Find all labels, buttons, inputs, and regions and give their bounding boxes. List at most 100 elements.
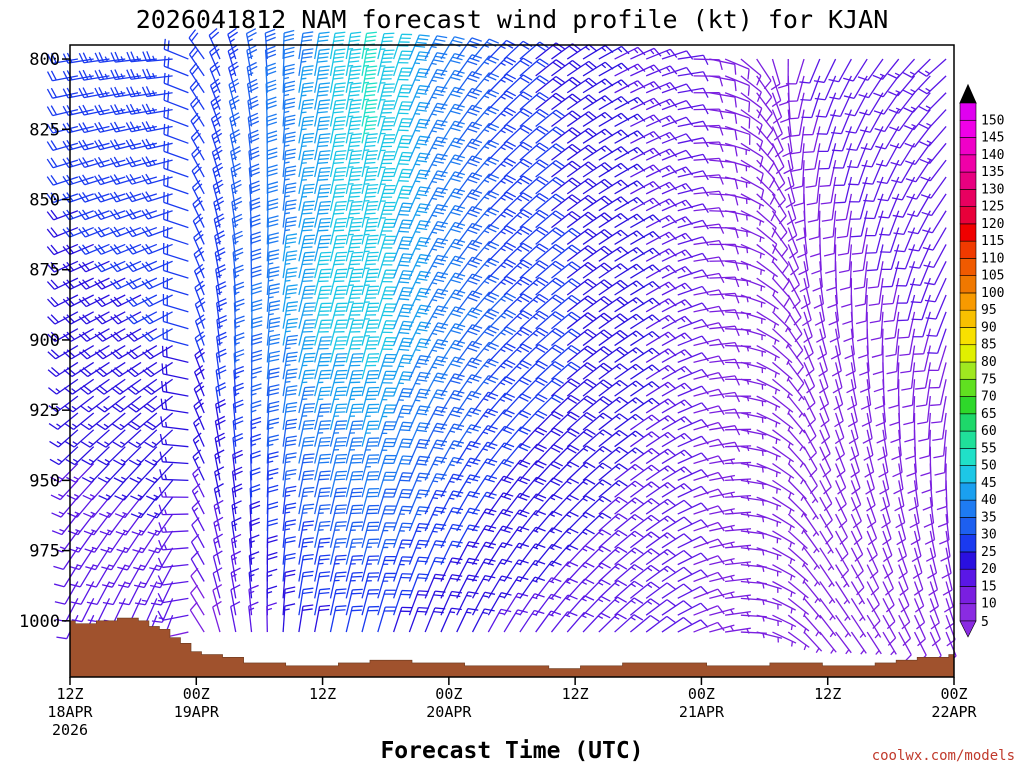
wind-barb xyxy=(926,311,947,337)
wind-barb xyxy=(785,176,796,209)
wind-barb xyxy=(645,398,677,414)
wind-barb xyxy=(550,611,578,633)
wind-barb xyxy=(329,319,348,346)
colorbar-label: 5 xyxy=(981,615,989,630)
wind-barb xyxy=(487,56,517,77)
wind-barb xyxy=(329,217,347,245)
wind-barb xyxy=(922,210,947,234)
wind-barb xyxy=(756,193,777,222)
wind-barb xyxy=(298,268,316,296)
wind-barb xyxy=(249,197,261,228)
wind-barb xyxy=(645,165,678,178)
wind-barb xyxy=(832,143,853,169)
wind-barb xyxy=(709,425,741,436)
wind-barb xyxy=(51,496,79,518)
wind-barb xyxy=(886,345,900,375)
wind-barb xyxy=(298,403,316,430)
wind-barb xyxy=(787,631,810,651)
colorbar-label: 90 xyxy=(981,320,997,335)
wind-barb xyxy=(142,361,173,378)
wind-barb xyxy=(345,470,364,498)
wind-barb xyxy=(345,319,364,346)
wind-barb xyxy=(740,395,767,407)
wind-barb xyxy=(487,124,517,144)
wind-barb xyxy=(47,361,79,378)
wind-barb xyxy=(377,168,396,195)
wind-barb xyxy=(212,567,223,599)
wind-barb xyxy=(566,178,598,195)
wind-barb xyxy=(645,115,678,128)
colorbar-swatch xyxy=(959,119,977,138)
wind-barb xyxy=(661,600,693,616)
wind-barb xyxy=(629,598,660,616)
wind-barb xyxy=(661,50,694,60)
wind-barb xyxy=(909,261,931,286)
wind-barb xyxy=(740,429,767,440)
wind-barb xyxy=(740,277,766,292)
wind-barb xyxy=(230,533,242,565)
wind-barb xyxy=(329,386,348,414)
wind-barb xyxy=(329,588,347,616)
wind-barb xyxy=(266,535,278,565)
wind-barb xyxy=(882,598,896,630)
wind-barb xyxy=(772,328,792,349)
wind-barb xyxy=(377,438,397,464)
wind-barb xyxy=(661,449,693,465)
wind-barb xyxy=(282,385,298,414)
wind-barb xyxy=(118,581,142,606)
wind-barb xyxy=(126,361,158,378)
wind-barb xyxy=(314,369,332,397)
wind-barb xyxy=(161,380,189,397)
wind-barb xyxy=(614,597,644,616)
wind-barb xyxy=(859,345,870,376)
wind-barb xyxy=(250,349,263,380)
wind-barb xyxy=(661,83,694,94)
wind-barb xyxy=(345,555,363,582)
wind-barb xyxy=(882,564,894,596)
wind-barb xyxy=(519,410,548,431)
wind-barb xyxy=(487,376,516,397)
wind-barb xyxy=(503,293,533,313)
wind-barb xyxy=(99,513,126,536)
wind-barb xyxy=(249,517,261,548)
wind-barb xyxy=(298,82,314,110)
wind-barb xyxy=(424,170,448,195)
colorbar-label: 115 xyxy=(981,234,1004,249)
wind-barb xyxy=(345,234,363,262)
wind-barb xyxy=(110,69,142,81)
wind-barb xyxy=(850,547,864,579)
wind-barb xyxy=(456,574,479,599)
wind-barb xyxy=(693,571,725,583)
wind-barb xyxy=(282,502,297,532)
wind-barb xyxy=(424,102,448,127)
wind-barb xyxy=(50,463,79,483)
wind-barb xyxy=(787,564,809,584)
wind-barb xyxy=(282,452,297,481)
wind-barb xyxy=(282,435,297,464)
wind-barb xyxy=(903,396,916,426)
wind-barb xyxy=(819,547,835,571)
wind-barb xyxy=(345,487,364,515)
wind-barb xyxy=(298,587,314,616)
wind-barb xyxy=(230,162,242,194)
wind-barb xyxy=(630,431,661,448)
wind-barb xyxy=(843,311,854,343)
wind-barb xyxy=(424,237,448,262)
wind-barb xyxy=(361,302,380,329)
wind-barb xyxy=(866,530,878,563)
wind-barb xyxy=(377,151,396,178)
wind-barb xyxy=(850,210,868,238)
wind-barb xyxy=(503,74,533,94)
wind-barb xyxy=(314,504,331,532)
wind-barb xyxy=(551,177,581,195)
wind-barb xyxy=(831,109,852,135)
wind-barb xyxy=(866,547,879,579)
x-tick-label: 12Z xyxy=(309,685,336,703)
wind-barb xyxy=(298,352,316,380)
wind-barb xyxy=(162,311,189,330)
colorbar-swatch xyxy=(959,223,977,242)
wind-barb xyxy=(247,129,260,161)
wind-barb xyxy=(329,571,347,599)
x-tick-label: 18APR xyxy=(47,703,93,721)
wind-barb xyxy=(806,176,821,206)
